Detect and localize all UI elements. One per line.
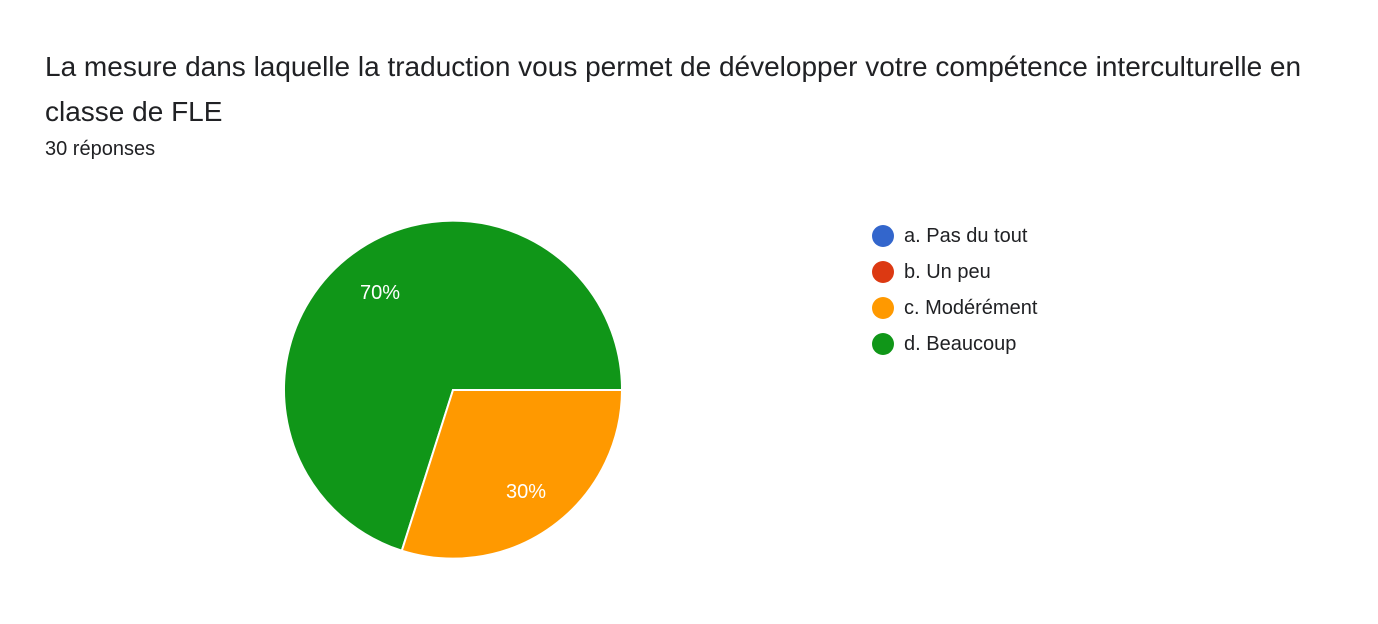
legend: a. Pas du tout b. Un peu c. Modérément d… [872,218,1037,362]
chart-title: La mesure dans laquelle la traduction vo… [45,51,1302,127]
legend-label: b. Un peu [904,260,991,283]
legend-dot-icon [872,261,894,283]
legend-item-un-peu[interactable]: b. Un peu [872,254,1037,290]
slice-label-70: 70% [360,282,400,304]
legend-label: c. Modérément [904,296,1038,319]
legend-dot-icon [872,225,894,247]
pie-slice-moderement[interactable] [400,389,624,560]
legend-dot-icon [872,297,894,319]
legend-label: d. Beaucoup [904,332,1017,355]
legend-item-pas-du-tout[interactable]: a. Pas du tout [872,218,1037,254]
legend-label: a. Pas du tout [904,224,1028,247]
response-count: 30 réponses [45,138,156,160]
pie-slice-beaucoup[interactable] [283,219,624,552]
legend-dot-icon [872,333,894,355]
slice-label-30: 30% [506,481,546,503]
legend-item-beaucoup[interactable]: d. Beaucoup [872,326,1037,362]
legend-item-moderement[interactable]: c. Modérément [872,290,1037,326]
